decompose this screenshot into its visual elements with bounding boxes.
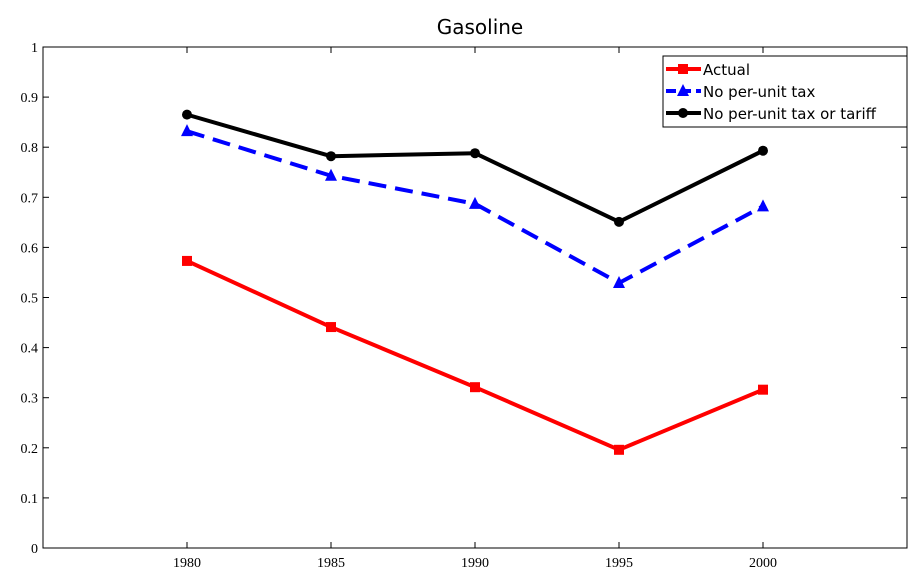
y-tick-label: 0.1	[21, 492, 39, 507]
data-point	[758, 384, 768, 395]
legend: Actual No per-unit tax No per-unit tax or …	[662, 55, 908, 128]
data-point	[614, 444, 624, 455]
x-tick-label: 2000	[749, 556, 777, 571]
data-point	[326, 151, 336, 162]
legend-box	[662, 55, 908, 128]
legend-swatch-marker	[678, 64, 688, 74]
y-tick-label: 0.9	[21, 91, 39, 106]
data-point	[758, 145, 768, 156]
data-point	[469, 196, 481, 209]
series-circle	[182, 109, 768, 227]
x-axis: 1980 1985 1990 1995 2000	[173, 47, 777, 571]
data-point	[614, 216, 624, 227]
data-point	[182, 255, 192, 266]
x-tick-label: 1985	[317, 556, 345, 571]
x-tick-label: 1990	[461, 556, 489, 571]
y-tick-label: 0.4	[21, 342, 39, 357]
data-point	[757, 199, 769, 212]
y-tick-label: 0.8	[21, 141, 39, 156]
data-point	[182, 109, 192, 120]
y-tick-label: 0.7	[21, 191, 39, 206]
series-group	[181, 109, 769, 455]
legend-label: No per-unit tax or tariff	[703, 105, 877, 123]
data-point	[325, 168, 337, 181]
legend-swatch-marker	[678, 108, 688, 118]
y-tick-label: 0.3	[21, 392, 39, 407]
series-square	[182, 255, 768, 455]
y-axis: 0 0.1 0.2 0.3 0.4 0.5 0.6 0.7 0.8 0.9 1	[21, 41, 907, 557]
y-tick-label: 0.2	[21, 442, 39, 457]
x-tick-label: 1995	[605, 556, 633, 571]
data-point	[181, 124, 193, 137]
series-triangle	[181, 124, 769, 288]
legend-label: No per-unit tax	[703, 83, 815, 101]
x-tick-label: 1980	[173, 556, 201, 571]
y-tick-label: 1	[31, 41, 38, 56]
legend-label: Actual	[703, 61, 750, 79]
data-point	[326, 322, 336, 333]
chart-title: Gasoline	[437, 15, 524, 39]
data-point	[470, 382, 480, 393]
y-tick-label: 0	[31, 542, 38, 557]
data-point	[470, 148, 480, 159]
y-tick-label: 0.6	[21, 241, 39, 256]
data-point	[613, 275, 625, 288]
legend-swatch-marker	[677, 84, 689, 96]
y-tick-label: 0.5	[21, 292, 39, 307]
